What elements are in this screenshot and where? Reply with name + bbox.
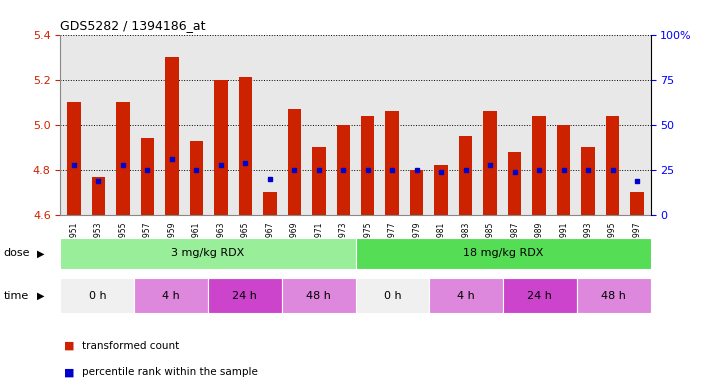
Text: 0 h: 0 h [88, 291, 106, 301]
Bar [190, 141, 203, 215]
Bar [385, 111, 399, 215]
Bar [214, 80, 228, 215]
Bar [557, 125, 570, 215]
Text: dose: dose [4, 248, 30, 258]
Text: 18 mg/kg RDX: 18 mg/kg RDX [463, 248, 543, 258]
Bar [631, 192, 644, 215]
Bar [239, 78, 252, 215]
Bar [116, 102, 129, 215]
Bar [508, 152, 521, 215]
Text: ■: ■ [64, 367, 75, 377]
Bar [503, 278, 577, 313]
Text: 4 h: 4 h [162, 291, 180, 301]
Text: 24 h: 24 h [528, 291, 552, 301]
Bar [429, 278, 503, 313]
Bar [606, 116, 619, 215]
Text: ■: ■ [64, 341, 75, 351]
Bar [141, 138, 154, 215]
Bar [483, 111, 497, 215]
Text: 48 h: 48 h [602, 291, 626, 301]
Bar [356, 278, 429, 313]
Text: 24 h: 24 h [232, 291, 257, 301]
Bar [356, 238, 651, 269]
Bar [287, 109, 301, 215]
Text: transformed count: transformed count [82, 341, 179, 351]
Text: GDS5282 / 1394186_at: GDS5282 / 1394186_at [60, 19, 206, 32]
Text: time: time [4, 291, 29, 301]
Text: 0 h: 0 h [383, 291, 401, 301]
Text: ▶: ▶ [37, 248, 45, 258]
Bar [134, 278, 208, 313]
Bar [533, 116, 546, 215]
Text: 48 h: 48 h [306, 291, 331, 301]
Bar [361, 116, 375, 215]
Bar [165, 57, 178, 215]
Bar [577, 278, 651, 313]
Text: 4 h: 4 h [457, 291, 475, 301]
Bar [336, 125, 350, 215]
Text: ▶: ▶ [37, 291, 45, 301]
Bar [263, 192, 277, 215]
Bar [582, 147, 595, 215]
Text: 3 mg/kg RDX: 3 mg/kg RDX [171, 248, 245, 258]
Bar [434, 166, 448, 215]
Bar [60, 238, 356, 269]
Bar [92, 177, 105, 215]
Text: percentile rank within the sample: percentile rank within the sample [82, 367, 257, 377]
Bar [282, 278, 356, 313]
Bar [67, 102, 80, 215]
Bar [410, 170, 424, 215]
Bar [208, 278, 282, 313]
Bar [60, 278, 134, 313]
Bar [459, 136, 472, 215]
Bar [312, 147, 326, 215]
